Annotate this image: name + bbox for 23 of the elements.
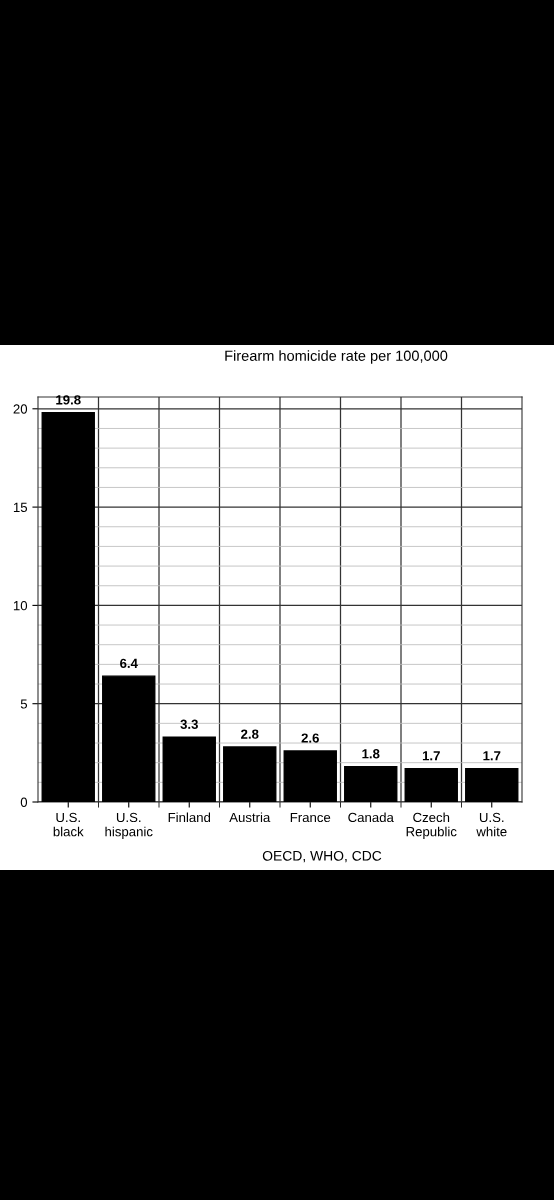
data-label: 1.8 bbox=[362, 749, 380, 759]
x-tick-label: Finland bbox=[168, 812, 211, 823]
chart-title: Firearm homicide rate per 100,000 bbox=[225, 350, 448, 364]
data-label: 19.8 bbox=[56, 395, 81, 405]
x-tick-label: U.S. black bbox=[53, 812, 84, 837]
x-tick-label: Austria bbox=[229, 812, 271, 823]
data-label: 6.4 bbox=[120, 658, 138, 669]
data-label: 2.8 bbox=[241, 729, 259, 739]
data-label: 2.6 bbox=[301, 733, 319, 743]
data-label: 3.3 bbox=[180, 719, 198, 729]
y-tick-label: 0 bbox=[20, 797, 28, 807]
y-tick-label: 10 bbox=[13, 600, 28, 611]
y-tick-label: 20 bbox=[13, 404, 28, 414]
data-label: 1.7 bbox=[422, 751, 440, 761]
y-tick-label: 5 bbox=[20, 699, 28, 709]
x-tick-label: France bbox=[290, 812, 331, 823]
x-tick-label: U.S. hispanic bbox=[105, 812, 153, 839]
x-tick-label: Czech Republic bbox=[406, 812, 457, 839]
text: OECD, WHO, CDC bbox=[262, 850, 382, 863]
x-tick-label: U.S. white bbox=[476, 812, 507, 837]
y-tick-label: 15 bbox=[13, 502, 28, 513]
data-label: 1.7 bbox=[483, 751, 501, 761]
x-tick-label: Canada bbox=[348, 812, 394, 823]
